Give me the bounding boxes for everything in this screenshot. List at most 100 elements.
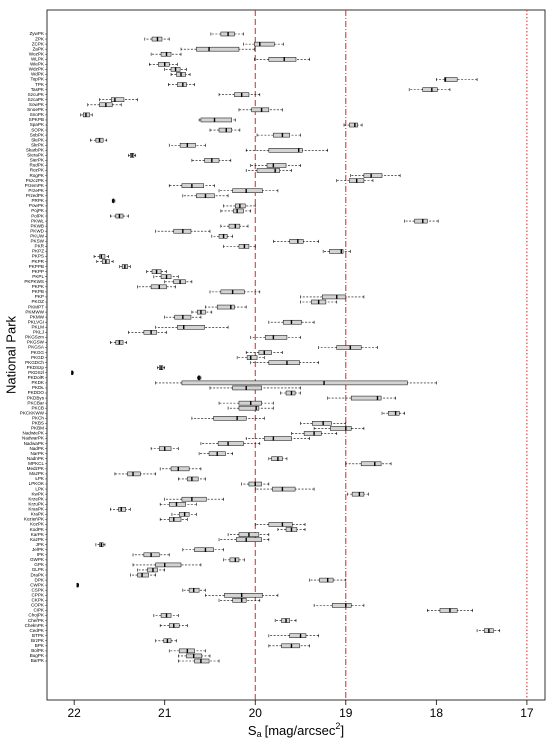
- y-tick-label: NadnPK: [27, 456, 45, 461]
- y-tick-label: PKPL: [32, 274, 44, 279]
- y-tick-label: NadwarPK: [22, 436, 45, 441]
- y-tick-label: KozPK: [30, 522, 45, 527]
- y-tick-label: PKDBys: [27, 395, 45, 400]
- y-tick-label: SkarbPK: [26, 148, 45, 153]
- y-tick-label: PKCKKWW: [20, 410, 45, 415]
- y-tick-label: NarPK: [30, 451, 44, 456]
- y-tick-label: PKBS: [32, 421, 44, 426]
- y-tick-label: SieraPK: [27, 153, 45, 158]
- y-tick-label: SOPK: [31, 127, 45, 132]
- box: [272, 486, 296, 492]
- box: [181, 183, 204, 188]
- y-tick-label: IPK: [37, 552, 45, 557]
- x-label-main: S: [248, 723, 257, 738]
- box: [246, 355, 258, 360]
- x-tick-label: 18: [430, 706, 444, 720]
- box: [281, 643, 300, 649]
- x-label-unit: [mag/arcsec: [265, 723, 336, 738]
- y-tick-label: BTPK: [32, 633, 45, 638]
- box: [388, 410, 400, 416]
- y-tick-label: PKLM: [31, 324, 44, 329]
- y-tick-label: KodPK: [30, 527, 45, 532]
- box: [439, 608, 458, 613]
- box: [330, 426, 352, 431]
- box: [229, 557, 240, 563]
- y-tick-label: PKMWW: [25, 309, 44, 314]
- box: [268, 57, 297, 62]
- y-tick-label: PKPB: [32, 289, 44, 294]
- y-tick-label: KrasPK: [28, 507, 45, 512]
- y-tick-label: PKSW: [30, 239, 44, 244]
- y-tick-label: SkrPK: [31, 142, 45, 147]
- y-tick-label: WiePK: [30, 62, 45, 67]
- y-tick-label: LPK: [35, 486, 45, 491]
- y-tick-label: PRPK: [31, 198, 44, 203]
- y-tick-label: KwPK: [31, 491, 44, 496]
- box: [111, 97, 125, 102]
- box: [200, 117, 232, 123]
- y-tick-label: BarPK: [31, 658, 45, 663]
- box: [360, 461, 382, 467]
- box: [256, 168, 280, 173]
- y-tick-label: PolPK: [31, 213, 45, 218]
- y-tick-label: KozieńPK: [24, 517, 45, 522]
- y-tick-label: PKDSzp: [27, 365, 45, 370]
- y-tick-label: PrzedPK: [26, 193, 45, 198]
- y-tick-label: ChojPK: [28, 613, 45, 618]
- box: [268, 360, 300, 365]
- y-tick-label: WLPK: [31, 57, 45, 62]
- y-tick-label: PKCh: [32, 416, 44, 421]
- box: [177, 325, 205, 330]
- y-tick-label: KraPK: [31, 512, 45, 517]
- y-tick-label: SzcaPK: [28, 97, 45, 102]
- y-tick-label: SłePK: [31, 137, 45, 142]
- y-tick-label: SzcuPK: [28, 92, 45, 97]
- y-tick-label: CPPK: [31, 592, 44, 597]
- box: [216, 304, 235, 310]
- y-tick-label: PKCBar: [27, 400, 44, 405]
- box: [264, 436, 292, 441]
- box: [232, 385, 262, 391]
- y-tick-label: PojPK: [31, 208, 45, 213]
- box: [289, 633, 307, 638]
- y-tick-label: CKPK: [31, 598, 44, 603]
- y-tick-label: PKGSA: [28, 345, 45, 350]
- y-tick-label: PrzePK: [28, 188, 45, 193]
- box: [336, 345, 362, 350]
- y-tick-label: PKMW: [30, 314, 45, 319]
- y-tick-label: GPK: [34, 562, 45, 567]
- box: [273, 132, 290, 138]
- box: [217, 441, 244, 446]
- y-tick-label: RudPK: [29, 163, 44, 168]
- y-tick-label: CheřPK: [28, 618, 45, 623]
- box: [414, 218, 428, 224]
- y-tick-label: SpaPK: [30, 122, 45, 127]
- y-tick-label: PKOZ: [31, 299, 44, 304]
- y-tick-label: PKPP: [32, 269, 44, 274]
- box: [283, 319, 302, 325]
- y-tick-label: MazPK: [29, 471, 45, 476]
- box: [266, 163, 287, 168]
- y-tick-label: PKDDO: [28, 390, 45, 395]
- x-tick-label: 19: [339, 706, 353, 720]
- x-label-sub: a: [257, 729, 262, 739]
- box: [194, 547, 214, 553]
- y-tick-label: NadwiePK: [23, 431, 45, 436]
- y-tick-label: ZaPK: [33, 46, 45, 51]
- y-tick-label: WdzPK: [29, 67, 45, 72]
- y-tick-label: BPK: [35, 643, 45, 648]
- box: [351, 491, 365, 497]
- box: [232, 188, 263, 193]
- y-tick-label: NadPK: [29, 446, 44, 451]
- y-tick-label: TPK: [35, 82, 45, 87]
- y-tick-label: KrzuPK: [28, 501, 45, 506]
- x-label-sup: 2: [335, 721, 340, 731]
- y-tick-label: PKCB: [31, 405, 44, 410]
- y-tick-label: PKR: [35, 244, 45, 249]
- y-tick-label: PKPR: [31, 259, 44, 264]
- box: [232, 598, 247, 603]
- box: [331, 603, 352, 608]
- y-tick-label: CiPK: [34, 608, 45, 613]
- y-tick-label: PKDolR: [28, 375, 45, 380]
- y-tick-label: NadwaPK: [24, 441, 45, 446]
